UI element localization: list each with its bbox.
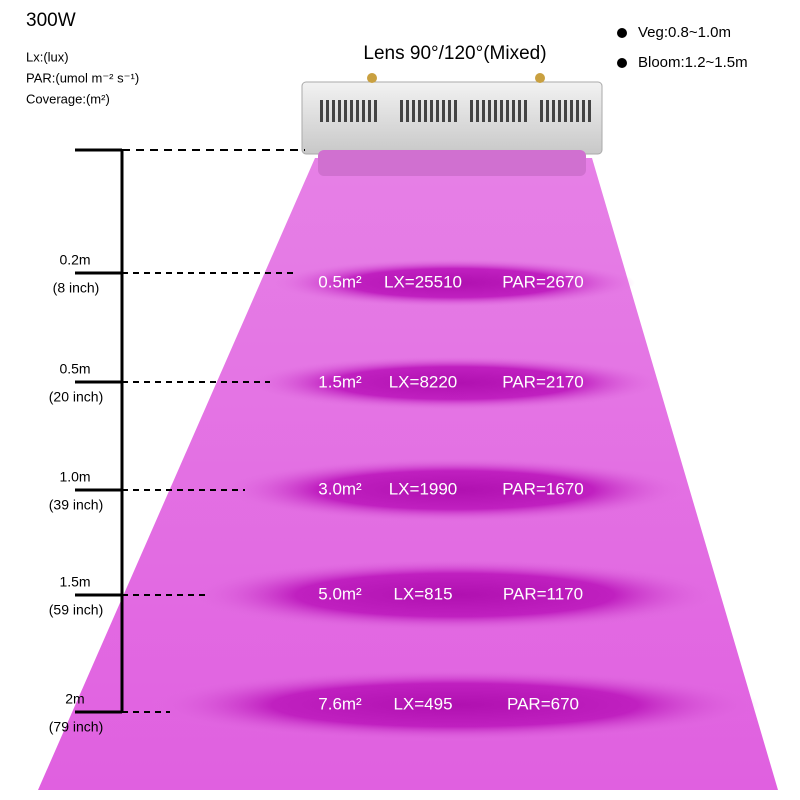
vent [448,100,451,122]
vent [454,100,457,122]
light-spot [275,259,635,307]
lx: LX=495 [393,694,452,713]
vent [552,100,555,122]
vent [412,100,415,122]
light-spot [250,356,660,410]
vent [418,100,421,122]
par: PAR=670 [507,694,579,713]
distance: 0.5m [59,361,90,377]
coverage: 0.5m² [318,272,362,291]
light-spot [225,458,685,522]
vent [344,100,347,122]
vent [338,100,341,122]
key-item: Bloom:1.2~1.5m [638,54,748,71]
coverage: 5.0m² [318,584,362,603]
par: PAR=2170 [502,372,583,391]
bullet [617,58,627,68]
bullet [617,28,627,38]
vent [518,100,521,122]
vent [476,100,479,122]
lamp-screw [367,73,377,83]
inch: (79 inch) [49,719,103,735]
unit-line: Coverage:(m²) [26,91,110,106]
coverage: 3.0m² [318,479,362,498]
lamp-leds [318,150,586,176]
coverage: 1.5m² [318,372,362,391]
vent [558,100,561,122]
lx: LX=815 [393,584,452,603]
vent [430,100,433,122]
title: 300W [26,10,76,31]
vent [482,100,485,122]
vent [406,100,409,122]
vent [442,100,445,122]
par: PAR=2670 [502,272,583,291]
vent [506,100,509,122]
vent [326,100,329,122]
lamp-screw [535,73,545,83]
vent [524,100,527,122]
lens-label: Lens 90°/120°(Mixed) [363,43,546,64]
vent [576,100,579,122]
inch: (8 inch) [53,280,100,296]
distance: 1.0m [59,469,90,485]
distance: 2m [65,691,84,707]
vent [488,100,491,122]
vent [436,100,439,122]
vent [400,100,403,122]
lx: LX=1990 [389,479,458,498]
vent [570,100,573,122]
lx: LX=8220 [389,372,458,391]
vent [320,100,323,122]
light-spot [190,559,720,631]
vent [564,100,567,122]
coverage: 7.6m² [318,694,362,713]
key-item: Veg:0.8~1.0m [638,24,731,41]
distance: 0.2m [59,252,90,268]
inch: (39 inch) [49,497,103,513]
vent [500,100,503,122]
inch: (59 inch) [49,602,103,618]
vent [424,100,427,122]
vent [540,100,543,122]
vent [374,100,377,122]
unit-line: PAR:(umol m⁻² s⁻¹) [26,70,139,85]
vent [494,100,497,122]
vent [332,100,335,122]
vent [356,100,359,122]
par: PAR=1170 [503,584,583,603]
inch: (20 inch) [49,389,103,405]
lx: LX=25510 [384,272,462,291]
unit-line: Lx:(lux) [26,49,69,64]
distance: 1.5m [59,574,90,590]
vent [582,100,585,122]
vent [546,100,549,122]
vent [368,100,371,122]
vent [512,100,515,122]
vent [362,100,365,122]
par: PAR=1670 [502,479,583,498]
light-spot [150,669,760,741]
vent [470,100,473,122]
vent [588,100,591,122]
vent [350,100,353,122]
